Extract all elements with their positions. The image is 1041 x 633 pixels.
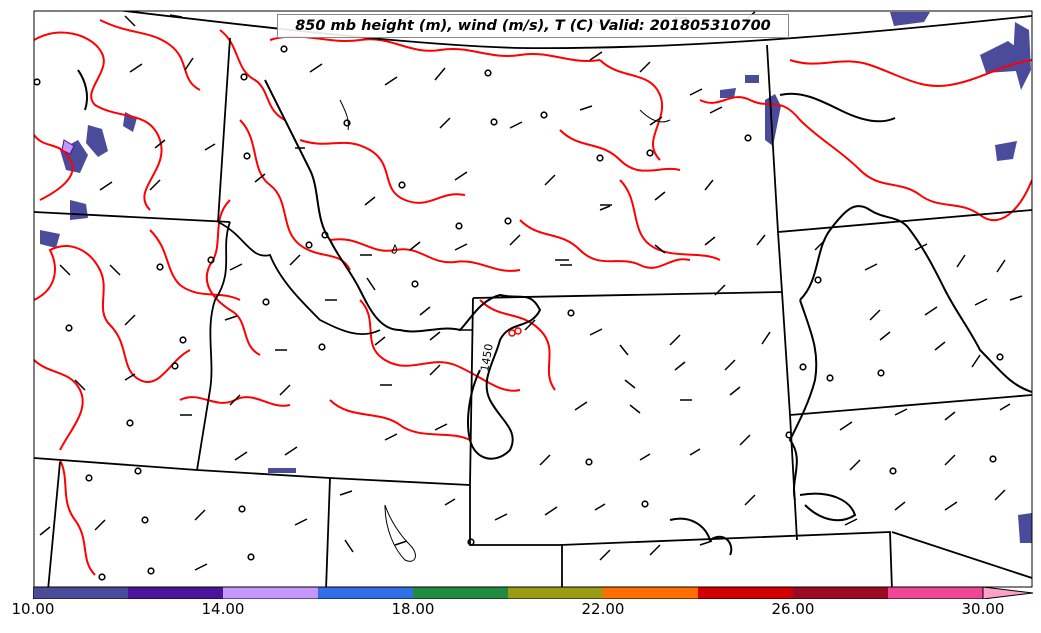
colorbar-segment [698,587,794,599]
colorbar-tick-label: 10.00 [11,600,55,618]
map-background [34,11,1032,587]
colorbar-segment [793,587,889,599]
svg-text:1450: 1450 [478,343,496,373]
colorbar-tick-label: 18.00 [391,600,435,618]
thin-water-features [339,99,671,562]
colorbar-tick-labels: 10.00 14.00 18.00 22.00 26.00 30.00 [0,600,1041,630]
colorbar-segment [128,587,224,599]
height-contours [77,69,1032,556]
colorbar-tick-label: 14.00 [201,600,245,618]
map-title: 850 mb height (m), wind (m/s), T (C) Val… [277,14,789,38]
colorbar-segment [508,587,604,599]
colorbar-segment [318,587,414,599]
colorbar [33,587,1033,599]
colorbar-segment [223,587,319,599]
station-markers [34,45,1004,581]
light-purple-patch [61,139,75,155]
colorbar-segment [603,587,699,599]
colorbar-tick-label: 30.00 [961,600,1005,618]
colorbar-extend-arrow [982,587,1033,599]
colorbar-segment [33,587,129,599]
colorbar-tick-label: 22.00 [581,600,625,618]
colorbar-segment [888,587,984,599]
height-contour-label: 1450 [478,327,522,373]
wind-barbs [39,11,1023,571]
colorbar-tick-label: 26.00 [771,600,815,618]
colorbar-segment [413,587,509,599]
